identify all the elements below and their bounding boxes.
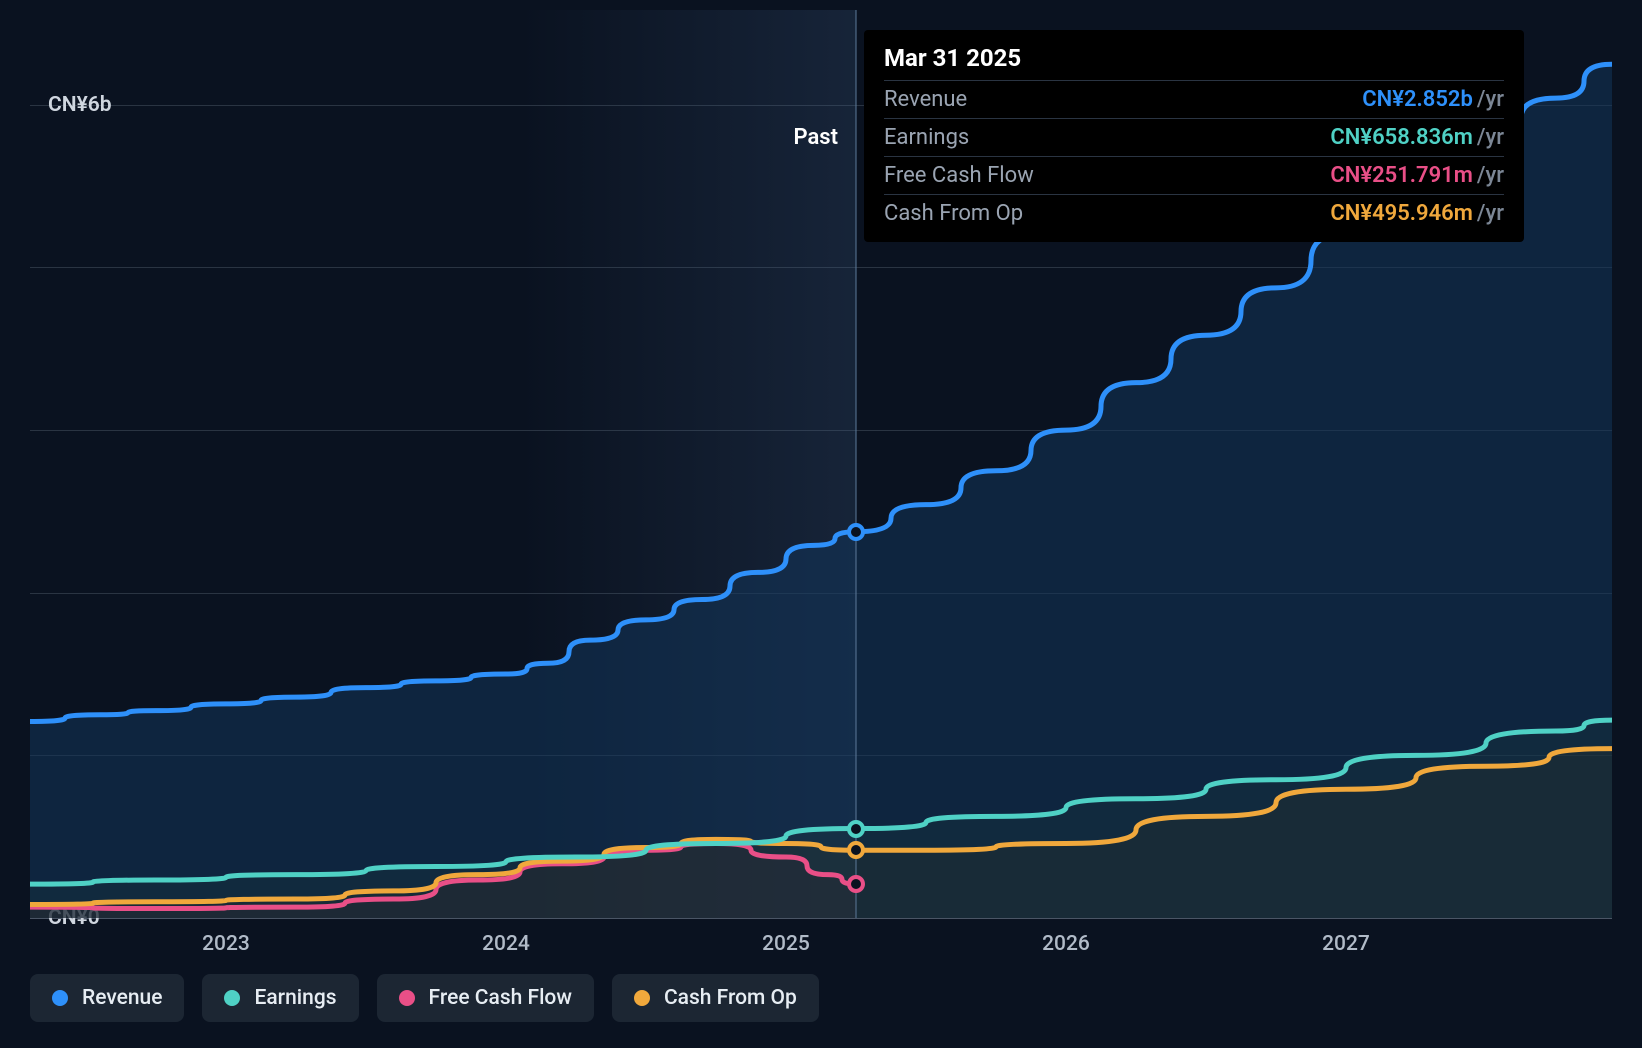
- tooltip-title: Mar 31 2025: [884, 44, 1504, 80]
- legend-label: Cash From Op: [664, 986, 797, 1010]
- x-tick-label: 2023: [202, 932, 250, 956]
- x-tick-label: 2027: [1322, 932, 1370, 956]
- marker-fcf: [847, 875, 865, 893]
- marker-cash_from_op: [847, 841, 865, 859]
- gridline: [30, 918, 1612, 919]
- legend-label: Revenue: [82, 986, 162, 1010]
- legend-dot-icon: [634, 990, 650, 1006]
- tooltip: Mar 31 2025 Revenue CN¥2.852b/yr Earnings CN…: [864, 30, 1524, 242]
- legend-dot-icon: [224, 990, 240, 1006]
- tooltip-value: CN¥2.852b: [1362, 87, 1473, 112]
- legend-dot-icon: [52, 990, 68, 1006]
- x-tick-label: 2024: [482, 932, 530, 956]
- financial-forecast-chart: CN¥0CN¥6b20232024202520262027PastAnalyst…: [0, 0, 1642, 1048]
- legend-item-fcf[interactable]: Free Cash Flow: [377, 974, 594, 1022]
- tooltip-row: Cash From Op CN¥495.946m/yr: [884, 194, 1504, 232]
- marker-revenue: [847, 523, 865, 541]
- tooltip-value: CN¥495.946m: [1330, 201, 1472, 226]
- legend-dot-icon: [399, 990, 415, 1006]
- legend-item-revenue[interactable]: Revenue: [30, 974, 184, 1022]
- tooltip-label: Earnings: [884, 125, 969, 150]
- plot-area[interactable]: CN¥0CN¥6b20232024202520262027PastAnalyst…: [30, 10, 1612, 918]
- tooltip-value: CN¥658.836m: [1330, 125, 1472, 150]
- tooltip-unit: /yr: [1477, 163, 1504, 188]
- tooltip-value: CN¥251.791m: [1330, 163, 1472, 188]
- legend: Revenue Earnings Free Cash Flow Cash From O…: [30, 974, 819, 1022]
- tooltip-label: Revenue: [884, 87, 967, 112]
- tooltip-unit: /yr: [1477, 87, 1504, 112]
- tooltip-unit: /yr: [1477, 125, 1504, 150]
- x-tick-label: 2025: [762, 932, 810, 956]
- tooltip-label: Cash From Op: [884, 201, 1023, 226]
- marker-earnings: [847, 820, 865, 838]
- tooltip-row: Free Cash Flow CN¥251.791m/yr: [884, 156, 1504, 194]
- legend-label: Free Cash Flow: [429, 986, 572, 1010]
- legend-item-cash_from_op[interactable]: Cash From Op: [612, 974, 819, 1022]
- x-tick-label: 2026: [1042, 932, 1090, 956]
- tooltip-row: Earnings CN¥658.836m/yr: [884, 118, 1504, 156]
- legend-label: Earnings: [254, 986, 336, 1010]
- past-forecast-divider: [855, 10, 857, 918]
- region-label-past: Past: [793, 125, 838, 150]
- tooltip-row: Revenue CN¥2.852b/yr: [884, 80, 1504, 118]
- tooltip-unit: /yr: [1477, 201, 1504, 226]
- tooltip-label: Free Cash Flow: [884, 163, 1034, 188]
- legend-item-earnings[interactable]: Earnings: [202, 974, 358, 1022]
